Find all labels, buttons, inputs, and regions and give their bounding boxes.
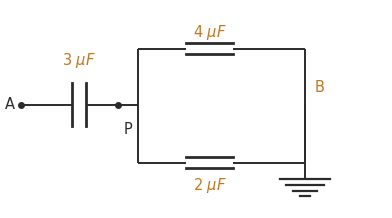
Text: P: P [124,122,133,137]
Text: A: A [5,97,15,112]
Text: B: B [315,80,325,95]
Text: 4 $\mu\mathit{F}$: 4 $\mu\mathit{F}$ [193,23,227,42]
Text: 3 $\mu\mathit{F}$: 3 $\mu\mathit{F}$ [62,51,96,70]
Text: 2 $\mu\mathit{F}$: 2 $\mu\mathit{F}$ [193,176,227,195]
